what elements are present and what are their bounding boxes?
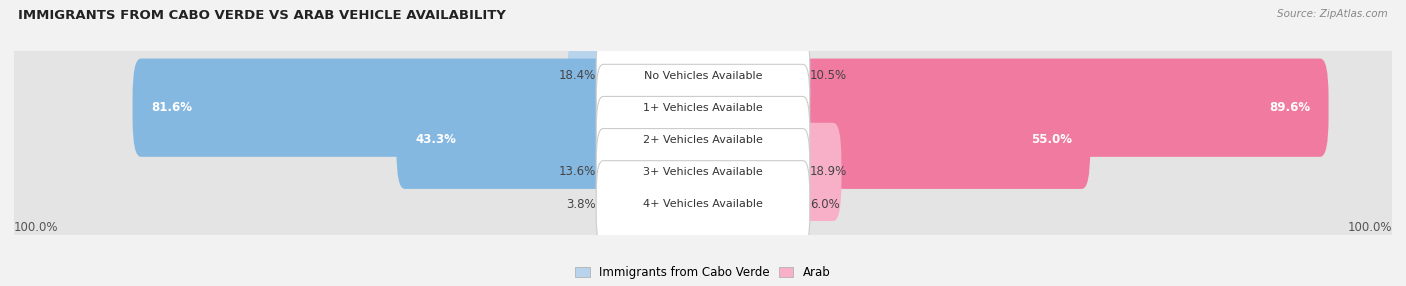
FancyBboxPatch shape (4, 15, 1402, 136)
FancyBboxPatch shape (4, 111, 1402, 233)
Text: 2+ Vehicles Available: 2+ Vehicles Available (643, 135, 763, 145)
FancyBboxPatch shape (132, 59, 612, 157)
Text: Source: ZipAtlas.com: Source: ZipAtlas.com (1277, 9, 1388, 19)
Text: 89.6%: 89.6% (1268, 101, 1310, 114)
Text: 81.6%: 81.6% (152, 101, 193, 114)
Text: 10.5%: 10.5% (810, 69, 846, 82)
Text: No Vehicles Available: No Vehicles Available (644, 71, 762, 81)
FancyBboxPatch shape (596, 64, 810, 151)
Text: 1+ Vehicles Available: 1+ Vehicles Available (643, 103, 763, 113)
FancyBboxPatch shape (4, 143, 1402, 265)
FancyBboxPatch shape (596, 32, 810, 119)
Text: 18.4%: 18.4% (560, 69, 596, 82)
FancyBboxPatch shape (4, 47, 1402, 168)
Text: 13.6%: 13.6% (560, 165, 596, 178)
FancyBboxPatch shape (568, 26, 612, 125)
Text: 100.0%: 100.0% (14, 221, 59, 234)
Text: IMMIGRANTS FROM CABO VERDE VS ARAB VEHICLE AVAILABILITY: IMMIGRANTS FROM CABO VERDE VS ARAB VEHIC… (18, 9, 506, 21)
Text: 6.0%: 6.0% (810, 198, 839, 210)
FancyBboxPatch shape (596, 128, 810, 215)
Text: 3+ Vehicles Available: 3+ Vehicles Available (643, 167, 763, 177)
Text: 18.9%: 18.9% (810, 165, 846, 178)
FancyBboxPatch shape (794, 91, 1090, 189)
FancyBboxPatch shape (794, 59, 1329, 157)
Text: 43.3%: 43.3% (415, 133, 456, 146)
Text: 55.0%: 55.0% (1031, 133, 1071, 146)
Text: 100.0%: 100.0% (1347, 221, 1392, 234)
FancyBboxPatch shape (4, 79, 1402, 200)
FancyBboxPatch shape (794, 123, 841, 221)
FancyBboxPatch shape (396, 91, 612, 189)
Text: 4+ Vehicles Available: 4+ Vehicles Available (643, 199, 763, 209)
FancyBboxPatch shape (596, 96, 810, 183)
FancyBboxPatch shape (596, 161, 810, 247)
Legend: Immigrants from Cabo Verde, Arab: Immigrants from Cabo Verde, Arab (571, 261, 835, 283)
Text: 3.8%: 3.8% (567, 198, 596, 210)
